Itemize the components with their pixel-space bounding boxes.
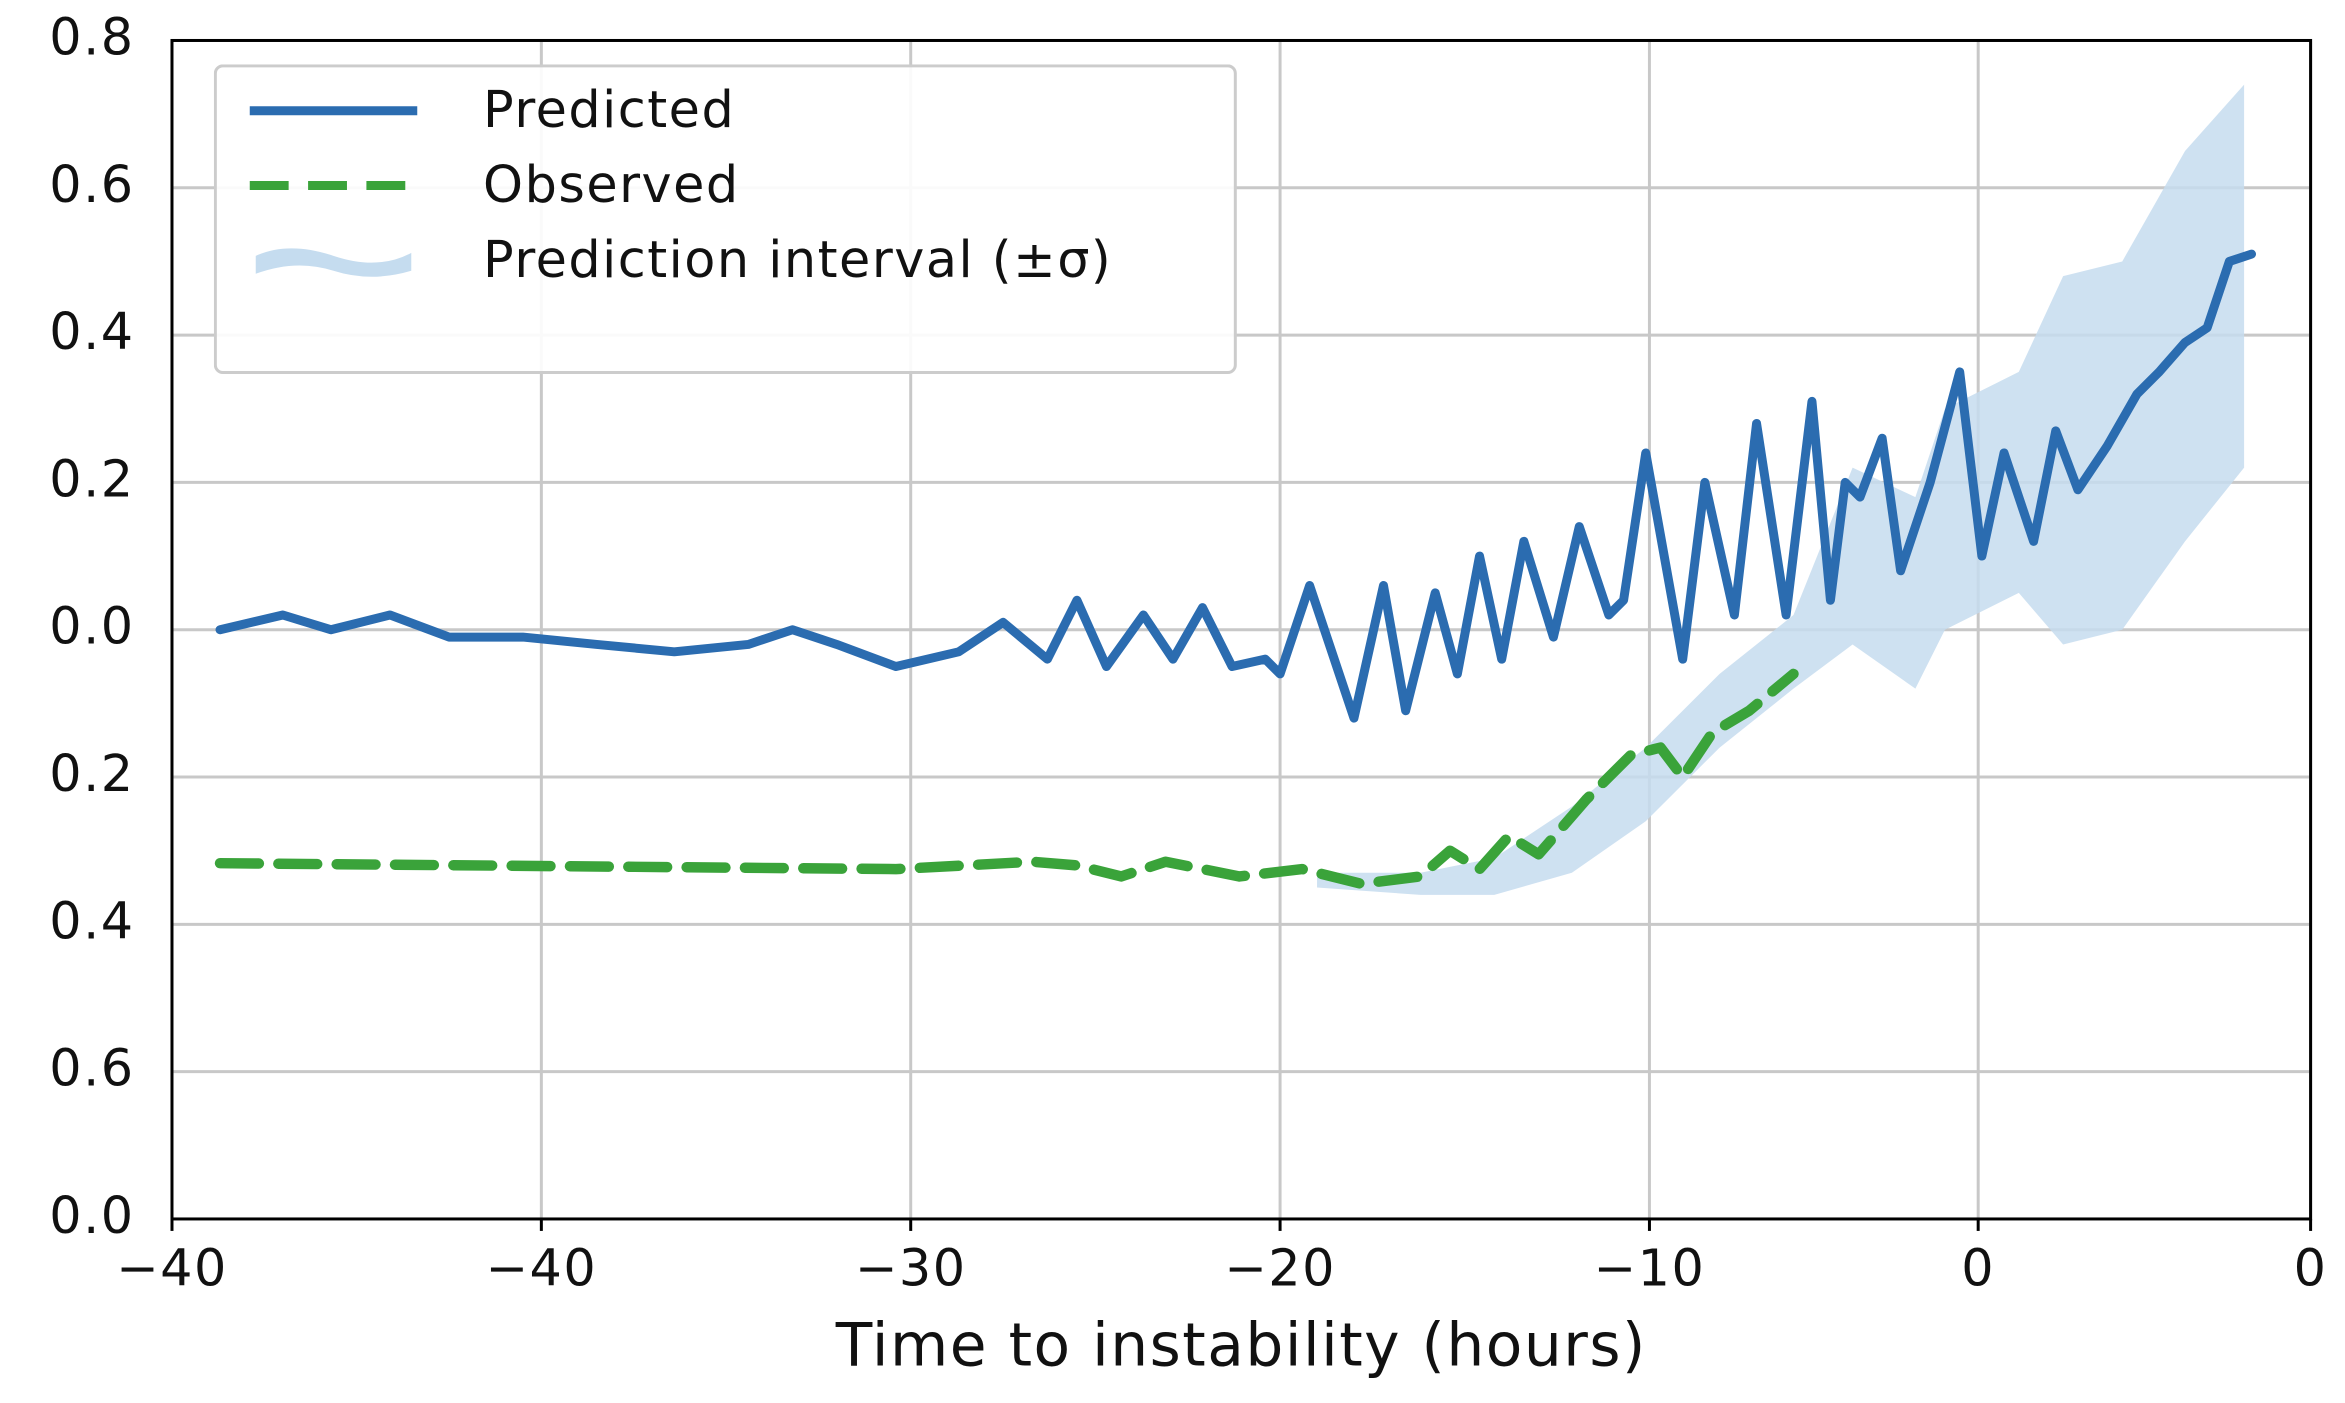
x-axis-label: Time to instability (hours) xyxy=(835,1311,1647,1381)
legend: Predicted Observed Prediction interval (±σ… xyxy=(213,64,1237,374)
legend-swatch xyxy=(249,181,418,191)
x-tick-label: −40 xyxy=(485,1238,597,1297)
y-tick-label: 0.4 xyxy=(49,302,134,361)
legend-item: Predicted xyxy=(244,76,1186,145)
legend-label: Prediction interval (±σ) xyxy=(483,230,1113,291)
x-tick-label: 0 xyxy=(1961,1238,1995,1297)
y-tick-label: 0.6 xyxy=(49,1039,134,1098)
y-tick-label: 0.0 xyxy=(49,597,134,656)
prediction-band xyxy=(1317,84,2245,895)
x-tick-label: −40 xyxy=(116,1238,228,1297)
y-tick-label: 0.8 xyxy=(49,7,134,66)
y-tick-label: 0.4 xyxy=(49,891,134,950)
legend-swatch xyxy=(249,106,418,116)
legend-container: Predicted Observed Prediction interval (±σ… xyxy=(213,64,1237,374)
y-tick-label: 0.2 xyxy=(49,744,134,803)
y-tick-label: 0.6 xyxy=(49,155,134,214)
legend-label: Observed xyxy=(483,155,740,216)
legend-item: Prediction interval (±σ) xyxy=(244,226,1186,295)
y-tick-label: 0.0 xyxy=(49,1186,134,1245)
series-line xyxy=(215,249,2256,723)
series-line xyxy=(214,668,1799,890)
x-tick-label: −20 xyxy=(1224,1238,1336,1297)
legend-label: Predicted xyxy=(483,80,736,141)
x-tick-label: 0 xyxy=(2294,1238,2328,1297)
x-tick-label: −10 xyxy=(1594,1238,1706,1297)
legend-swatch-band xyxy=(255,248,412,277)
y-tick-label: 0.2 xyxy=(49,449,134,508)
plot-frame xyxy=(170,38,2313,1221)
x-tick-label: −30 xyxy=(855,1238,967,1297)
legend-swatch xyxy=(255,248,412,277)
legend-item: Observed xyxy=(244,151,1186,220)
